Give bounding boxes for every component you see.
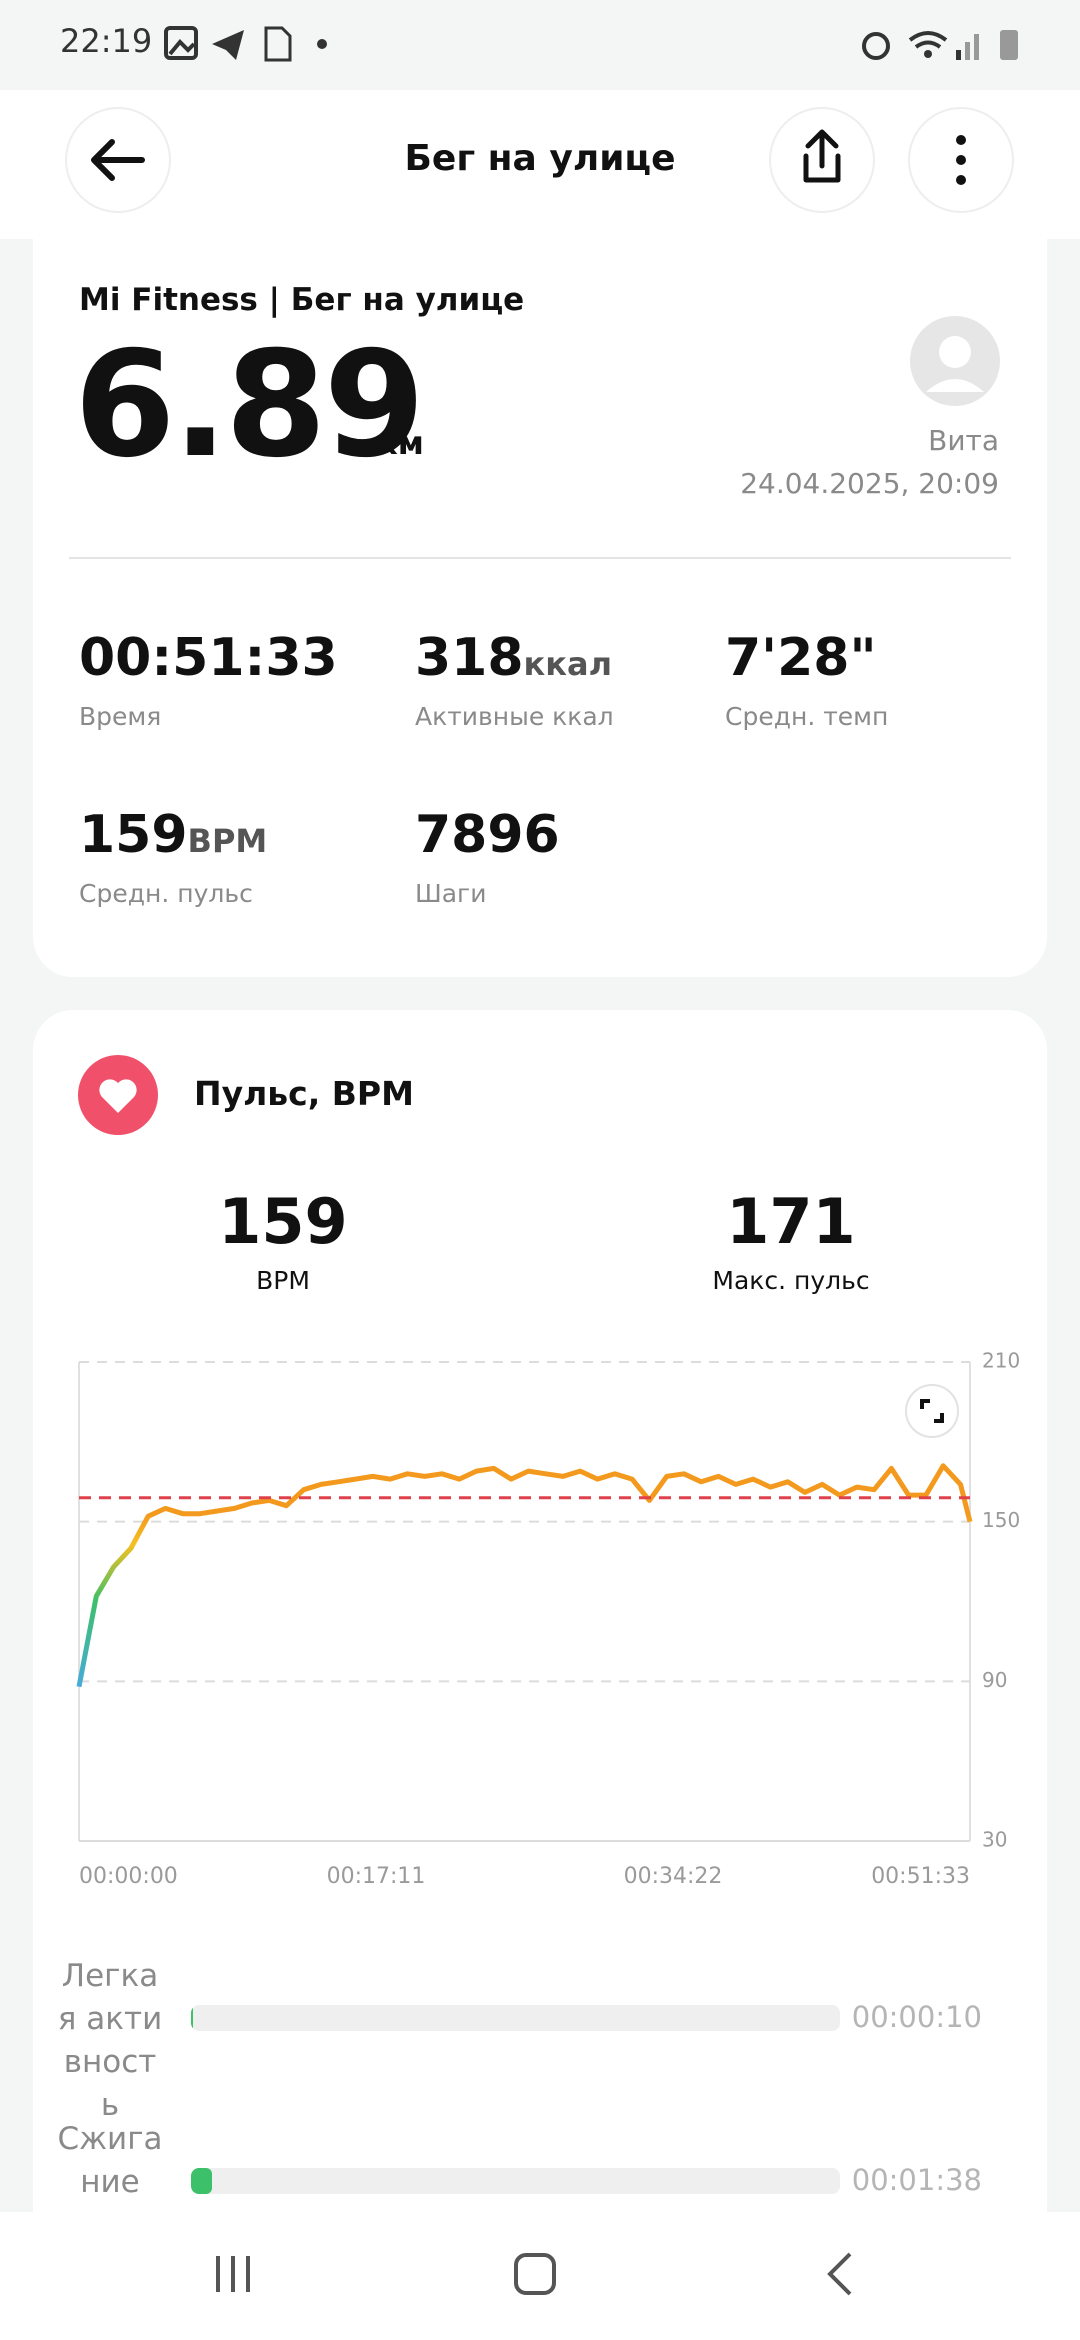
zone-time: 00:01:38 <box>851 2163 982 2197</box>
x-tick-label: 00:17:11 <box>327 1864 426 1889</box>
distance: 6.89 <box>74 320 425 490</box>
status-icons-right <box>862 30 1018 60</box>
status-icons-left <box>164 26 327 62</box>
stat-label: Средн. пульс <box>79 879 253 908</box>
source: Mi Fitness | Бег на улице <box>79 282 525 318</box>
y-tick-label: 90 <box>982 1668 1007 1692</box>
y-tick-label: 30 <box>982 1828 1007 1852</box>
avg-value: 159 <box>218 1185 348 1258</box>
header-icons <box>65 107 1014 213</box>
x-tick-label: 00:51:33 <box>871 1864 970 1889</box>
zone-time: 00:00:10 <box>851 2000 982 2034</box>
stat-unit: ккал <box>523 645 613 683</box>
back-button[interactable] <box>65 107 171 213</box>
recent-apps[interactable] <box>216 2256 250 2292</box>
avg-label: BPM <box>256 1266 310 1295</box>
summary-card <box>33 239 1047 977</box>
y-tick-label: 210 <box>982 1349 1020 1373</box>
stat-number: 318 <box>415 628 524 688</box>
heart-icon <box>78 1055 158 1135</box>
stat-value: 318ккал <box>415 628 612 688</box>
zone-bar <box>191 2168 840 2194</box>
stat-unit: BPM <box>187 822 268 860</box>
status-time: 22:19 <box>60 22 153 60</box>
stat-value: 159BPM <box>79 805 267 865</box>
zone-label: Сжигание <box>57 2121 163 2200</box>
zone-fill <box>191 2005 194 2031</box>
heart-rate-line <box>76 1463 973 1688</box>
nav-bar <box>0 2212 1080 2340</box>
y-tick-label: 150 <box>982 1508 1020 1532</box>
back[interactable] <box>827 2252 852 2296</box>
more-button[interactable] <box>908 107 1014 213</box>
max-value: 171 <box>726 1185 856 1258</box>
distance-unit: км <box>376 424 424 462</box>
zone-bar <box>191 2005 840 2031</box>
heart-card <box>33 1010 1047 2250</box>
zone-label: Легкая активность <box>57 1958 163 2123</box>
user-name: Вита <box>928 424 999 457</box>
stat-value: 00:51:33 <box>79 628 338 688</box>
home[interactable] <box>514 2253 556 2295</box>
date: 24.04.2025, 20:09 <box>740 467 999 500</box>
header-title: Бег на улице <box>404 138 676 179</box>
stat-label: Время <box>79 702 162 731</box>
stat-label: Средн. темп <box>725 702 889 731</box>
divider <box>69 557 1011 559</box>
max-label: Макс. пульс <box>712 1266 870 1295</box>
stat-value: 7896 <box>415 805 560 865</box>
stat-value: 7'28" <box>725 628 877 688</box>
zone-fill <box>191 2168 212 2194</box>
stat-label: Шаги <box>415 879 487 908</box>
nav-icons <box>216 2252 852 2296</box>
header-bar <box>0 90 1080 239</box>
x-tick-label: 00:34:22 <box>624 1864 723 1889</box>
avatar <box>910 316 1000 406</box>
x-tick-label: 00:00:00 <box>79 1864 178 1889</box>
expand-button[interactable] <box>904 1383 960 1439</box>
stat-number: 159 <box>79 805 188 865</box>
stat-label: Активные ккал <box>415 702 614 731</box>
heart-title: Пульс, BPM <box>194 1074 414 1113</box>
heart-rate-chart: 30 90 150 210 00:00:00 00:17:11 00:34:22 00:51:… <box>76 1349 1020 1889</box>
share-button[interactable] <box>769 107 875 213</box>
